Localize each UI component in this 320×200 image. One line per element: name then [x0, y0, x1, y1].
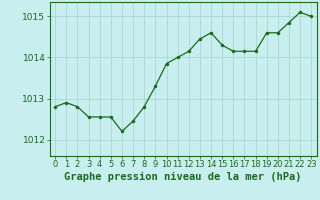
X-axis label: Graphe pression niveau de la mer (hPa): Graphe pression niveau de la mer (hPa) — [64, 172, 302, 182]
